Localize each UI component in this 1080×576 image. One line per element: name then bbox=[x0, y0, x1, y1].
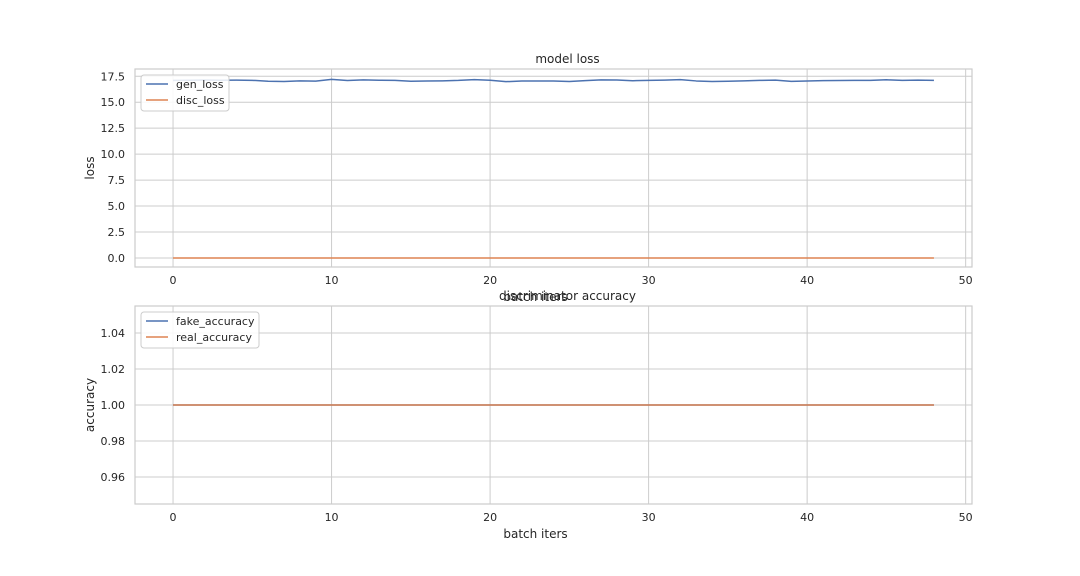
chart-2-y-tick-label: 1.02 bbox=[101, 363, 126, 376]
chart-2-x-tick-label: 10 bbox=[325, 511, 339, 524]
chart-2-legend-label: real_accuracy bbox=[176, 331, 252, 344]
chart-1-x-tick-label: 50 bbox=[959, 274, 973, 287]
chart-2-y-axis-label: accuracy bbox=[83, 378, 97, 432]
chart-2-legend-label: fake_accuracy bbox=[176, 315, 255, 328]
chart-2-y-tick-label: 1.04 bbox=[101, 327, 126, 340]
chart-1-x-tick-label: 10 bbox=[325, 274, 339, 287]
chart-2-frame bbox=[134, 305, 973, 505]
chart-1-y-tick-label: 12.5 bbox=[101, 122, 126, 135]
chart-2-x-tick-label: 0 bbox=[170, 511, 177, 524]
chart-1-title: model loss bbox=[535, 52, 599, 66]
chart-1-y-tick-label: 17.5 bbox=[101, 70, 126, 83]
chart-1: 0 10 20 30 40 50 0.0 2.5 5.0 7.5 10.0 12.5 15.0 17.5 m… bbox=[83, 52, 973, 304]
chart-2-y-tick-label: 1.00 bbox=[101, 399, 126, 412]
chart-1-plot-area bbox=[135, 69, 972, 267]
chart-1-x-axis-label: batch iters bbox=[503, 290, 567, 304]
chart-1-frame bbox=[134, 68, 973, 268]
chart-2-x-tick-label: 50 bbox=[959, 511, 973, 524]
chart-2-legend-box bbox=[140, 311, 260, 349]
chart-2-x-tick-label: 20 bbox=[483, 511, 497, 524]
chart-1-y-tick-label: 0.0 bbox=[108, 252, 126, 265]
chart-1-x-tick-label: 30 bbox=[642, 274, 656, 287]
chart-2-x-axis-label: batch iters bbox=[503, 527, 567, 541]
chart-1-y-tick-label: 5.0 bbox=[108, 200, 126, 213]
chart-1-series-gen_loss bbox=[173, 78, 934, 83]
chart-2: 0 10 20 30 40 50 0.96 0.98 1.00 1.02 1.04 discrimin… bbox=[83, 289, 973, 541]
chart-1-y-tick-label: 7.5 bbox=[108, 174, 126, 187]
chart-1-legend-label: disc_loss bbox=[176, 94, 225, 107]
chart-1-legend-label: gen_loss bbox=[176, 78, 224, 91]
chart-2-legend: fake_accuracy real_accuracy bbox=[140, 311, 260, 349]
chart-2-title: discriminator accuracy bbox=[499, 289, 636, 303]
chart-2-y-tick-label: 0.98 bbox=[101, 435, 126, 448]
chart-1-y-tick-label: 15.0 bbox=[101, 96, 126, 109]
chart-1-x-tick-label: 40 bbox=[800, 274, 814, 287]
chart-1-x-tick-label: 20 bbox=[483, 274, 497, 287]
chart-1-y-tick-label: 10.0 bbox=[101, 148, 126, 161]
chart-1-x-tick-label: 0 bbox=[170, 274, 177, 287]
chart-2-y-tick-label: 0.96 bbox=[101, 471, 126, 484]
chart-2-x-tick-label: 40 bbox=[800, 511, 814, 524]
chart-1-y-axis-label: loss bbox=[83, 156, 97, 179]
chart-1-legend: gen_loss disc_loss bbox=[140, 74, 230, 112]
chart-1-y-tick-label: 2.5 bbox=[108, 226, 126, 239]
chart-2-x-tick-label: 30 bbox=[642, 511, 656, 524]
